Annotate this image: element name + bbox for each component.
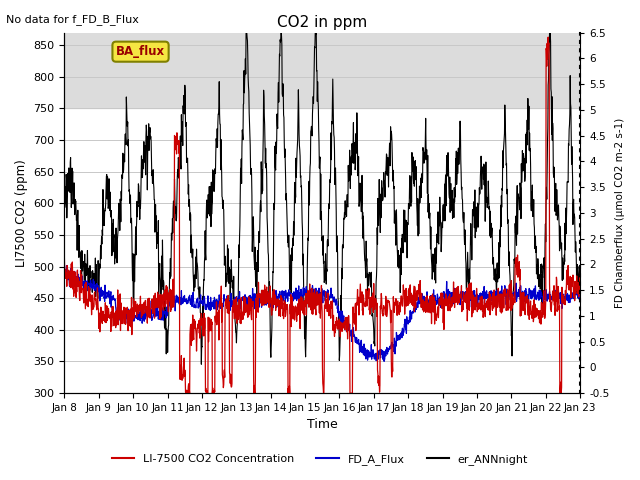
Text: No data for f_FD_B_Flux: No data for f_FD_B_Flux [6,14,140,25]
Text: BA_flux: BA_flux [116,45,165,58]
Y-axis label: LI7500 CO2 (ppm): LI7500 CO2 (ppm) [15,159,28,267]
X-axis label: Time: Time [307,419,338,432]
Y-axis label: FD Chamberflux (μmol CO2 m-2 s-1): FD Chamberflux (μmol CO2 m-2 s-1) [615,118,625,308]
Bar [65,33,580,108]
Title: CO2 in ppm: CO2 in ppm [277,15,367,30]
Legend: LI-7500 CO2 Concentration, FD_A_Flux, er_ANNnight: LI-7500 CO2 Concentration, FD_A_Flux, er… [108,450,532,469]
